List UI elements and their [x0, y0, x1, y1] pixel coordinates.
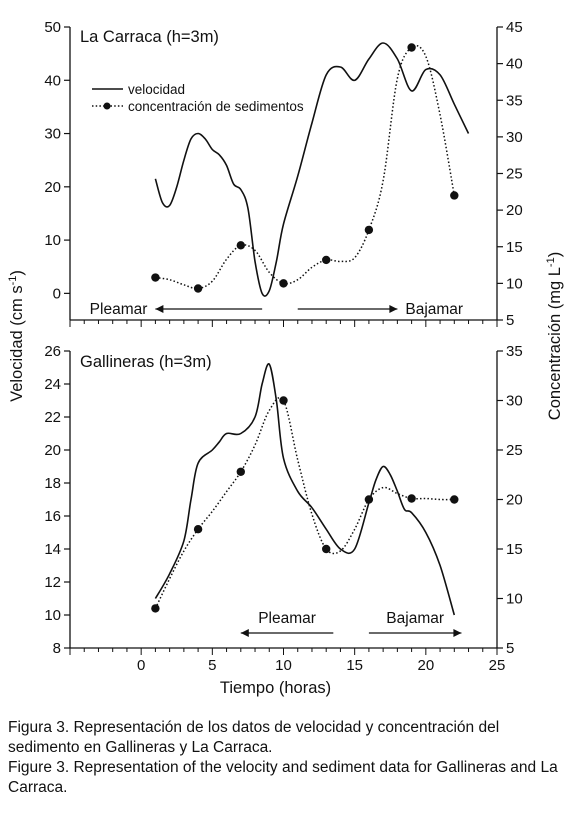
y-axis-label-right-end: ) [546, 252, 564, 258]
panel-2-right-tick-label: 20 [506, 492, 523, 509]
panel-2-left-tick-label: 26 [44, 343, 61, 360]
panel-1-velocidad-line [154, 42, 470, 297]
panel-1-left-tick-label: 20 [44, 179, 61, 196]
panel-2-left-tick-label: 18 [44, 475, 61, 492]
panel-2-right-tick-label: 5 [506, 640, 514, 657]
panel-1-left-tick-label: 30 [44, 126, 61, 143]
caption-spanish: Figura 3. Representación de los datos de… [8, 718, 574, 758]
panel-2-concentracion-point [407, 494, 416, 503]
panel-1-right-tick-label: 10 [506, 275, 523, 292]
panel-2-left-tick-label: 22 [44, 409, 61, 426]
legend-concentracion-label: concentración de sedimentos [128, 99, 304, 114]
panel-2-left-tick-label: 24 [44, 376, 61, 393]
panel-2-left-tick-label: 8 [53, 640, 61, 657]
panel-2-tide-label: Pleamar [258, 610, 316, 627]
panel-1-title: La Carraca (h=3m) [80, 28, 219, 46]
panel-1-right-tick-label: 40 [506, 56, 523, 73]
panel-1-concentracion-point [151, 273, 160, 282]
panel-1-tide-arrow-head [389, 305, 398, 313]
panel-1-concentracion-point [322, 255, 331, 265]
y-axis-label-left-text: Velocidad (cm s [8, 285, 26, 401]
panel-1-tide-arrow-head [155, 305, 164, 313]
legend-concentracion-marker [103, 102, 111, 110]
panel-1-right-tick-label: 30 [506, 129, 523, 146]
y-axis-label-right-text: Concentración (mg L [546, 267, 564, 420]
caption-english: Figure 3. Representation of the velocity… [8, 758, 574, 798]
panel-2-right-tick-label: 30 [506, 393, 523, 410]
panel-2-x-tick-label: 5 [208, 657, 216, 674]
panel-2-x-tick-label: 20 [417, 657, 434, 674]
panel-2-right-tick-label: 35 [506, 343, 523, 360]
panel-1-concentracion-point [364, 225, 374, 235]
panel-2-concentracion-point [151, 604, 160, 613]
caption-english-label: Figure 3. [8, 759, 70, 776]
panel-1-concentracion-point [279, 279, 288, 288]
panel-2-left-tick-label: 10 [44, 607, 61, 624]
panel-2-x-tick-label: 10 [275, 657, 292, 674]
panel-2-left-tick-label: 12 [44, 574, 61, 591]
panel-2-right-tick-label: 10 [506, 591, 523, 608]
caption-spanish-text: Representación de los datos de velocidad… [8, 719, 500, 756]
panel-1-concentracion-point [407, 43, 416, 52]
panel-1-tide-label: Pleamar [90, 301, 148, 318]
panel-2-concentracion-point [364, 495, 374, 504]
y-axis-label-left-superscript: -1 [7, 276, 19, 286]
panel-2-concentracion-point [236, 467, 245, 476]
panel-2-concentracion-point [279, 396, 288, 405]
panel-2-x-tick-label: 0 [137, 657, 145, 674]
panel-1-concentracion-point [450, 191, 459, 200]
legend-velocidad-label: velocidad [128, 82, 185, 97]
panel-1-concentracion-point [193, 284, 203, 293]
figure-caption: Figura 3. Representación de los datos de… [8, 718, 574, 798]
y-axis-label-right-superscript: -1 [545, 257, 557, 267]
panel-2-left-tick-label: 20 [44, 442, 61, 459]
panel-1-left-tick-label: 10 [44, 232, 61, 249]
y-axis-label-left: Velocidad (cm s-1) [7, 270, 26, 402]
panel-2-tide-arrow-head [453, 629, 462, 637]
panel-2-right-tick-label: 25 [506, 442, 523, 459]
panel-1-right-tick-label: 5 [506, 312, 514, 329]
panel-2-left-tick-label: 16 [44, 508, 61, 525]
panel-1-concentracion-line [155, 44, 456, 290]
caption-english-text: Representation of the velocity and sedim… [8, 759, 558, 796]
panel-1-left-tick-label: 0 [53, 285, 61, 302]
panel-1-tide-label: Bajamar [405, 301, 463, 318]
panel-2-tide-label: Bajamar [386, 610, 444, 627]
y-axis-label-right: Concentración (mg L-1) [545, 252, 564, 420]
panel-1-right-tick-label: 35 [506, 92, 523, 109]
panel-1-right-tick-label: 20 [506, 202, 523, 219]
caption-spanish-label: Figura 3. [8, 719, 70, 736]
panel-1-left-tick-label: 40 [44, 72, 61, 89]
panel-2-concentracion-line [154, 396, 455, 609]
panel-2-x-tick-label: 25 [489, 657, 506, 674]
y-axis-label-left-end: ) [8, 270, 26, 276]
panel-1-concentracion-point [236, 241, 245, 250]
panel-1-left-tick-label: 50 [44, 19, 61, 36]
panel-2-concentracion-point [322, 544, 331, 554]
panel-2-right-tick-label: 15 [506, 541, 523, 558]
panel-1-right-tick-label: 15 [506, 239, 523, 256]
panel-2-tide-arrow-head [240, 629, 249, 637]
panel-2-x-tick-label: 15 [346, 657, 363, 674]
panel-1-right-tick-label: 45 [506, 19, 523, 36]
panel-2-title: Gallineras (h=3m) [80, 353, 212, 371]
panel-2-left-tick-label: 14 [44, 541, 61, 558]
panel-2-concentracion-point [450, 495, 459, 504]
panel-2-x-axis-label: Tiempo (horas) [220, 679, 331, 697]
panel-2-velocidad-line [154, 363, 456, 616]
panel-1-right-tick-label: 25 [506, 166, 523, 183]
panel-2-concentracion-point [193, 525, 203, 534]
